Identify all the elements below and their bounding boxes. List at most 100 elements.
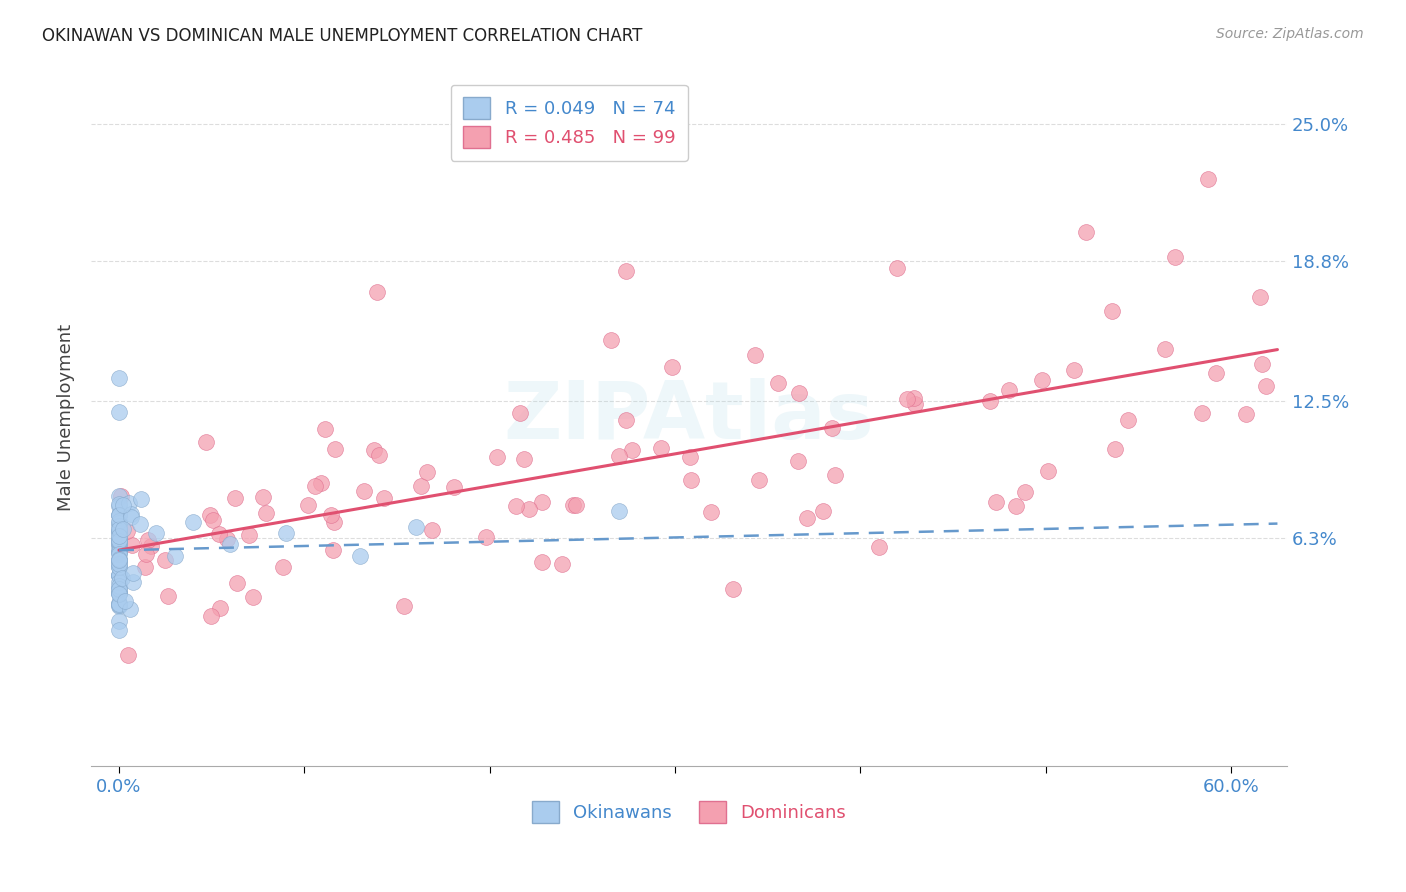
Point — [304, 479, 326, 493]
Point — [600, 333, 623, 347]
Point — [766, 376, 789, 391]
Point — [108, 560, 131, 574]
Point — [108, 522, 131, 536]
Point — [117, 648, 139, 663]
Point — [443, 480, 465, 494]
Point — [129, 516, 152, 531]
Point — [108, 553, 131, 567]
Legend: Okinawans, Dominicans: Okinawans, Dominicans — [520, 789, 858, 833]
Point — [509, 406, 531, 420]
Point — [821, 421, 844, 435]
Point — [744, 348, 766, 362]
Point — [108, 516, 131, 531]
Point — [108, 556, 131, 570]
Point — [108, 535, 131, 549]
Point — [226, 576, 249, 591]
Point — [1154, 342, 1177, 356]
Point — [108, 526, 131, 541]
Point — [108, 524, 131, 539]
Point — [1104, 442, 1126, 456]
Point — [108, 579, 131, 593]
Point — [323, 515, 346, 529]
Point — [1076, 225, 1098, 239]
Point — [609, 449, 631, 463]
Point — [787, 454, 810, 468]
Point — [153, 552, 176, 566]
Point — [309, 476, 332, 491]
Point — [108, 529, 131, 543]
Point — [217, 532, 239, 546]
Point — [108, 533, 131, 548]
Point — [108, 599, 131, 614]
Point — [108, 596, 131, 610]
Point — [108, 553, 131, 567]
Point — [108, 531, 131, 545]
Point — [118, 496, 141, 510]
Point — [156, 589, 179, 603]
Point — [208, 527, 231, 541]
Point — [904, 396, 927, 410]
Point — [108, 534, 131, 549]
Point — [108, 539, 131, 553]
Point — [108, 552, 131, 566]
Point — [108, 568, 131, 582]
Point — [120, 510, 142, 524]
Point — [252, 491, 274, 505]
Point — [271, 560, 294, 574]
Point — [986, 495, 1008, 509]
Point — [108, 497, 131, 511]
Point — [475, 530, 498, 544]
Point — [108, 585, 131, 599]
Point — [108, 524, 131, 538]
Point — [108, 560, 131, 574]
Point — [420, 524, 443, 538]
Point — [108, 508, 131, 522]
Point — [723, 582, 745, 596]
Point — [323, 442, 346, 457]
Point — [366, 285, 388, 299]
Point — [108, 624, 131, 638]
Point — [363, 443, 385, 458]
Point — [238, 527, 260, 541]
Point — [224, 491, 246, 505]
Point — [108, 582, 131, 597]
Point — [700, 506, 723, 520]
Point — [896, 392, 918, 407]
Point — [120, 507, 142, 521]
Point — [108, 597, 131, 611]
Point — [111, 522, 134, 536]
Point — [561, 498, 583, 512]
Point — [108, 405, 131, 419]
Point — [219, 537, 242, 551]
Point — [565, 498, 588, 512]
Point — [108, 552, 131, 566]
Point — [208, 600, 231, 615]
Point — [824, 467, 846, 482]
Point — [550, 557, 572, 571]
Point — [1249, 290, 1271, 304]
Point — [650, 442, 672, 456]
Point — [1004, 499, 1026, 513]
Text: OKINAWAN VS DOMINICAN MALE UNEMPLOYMENT CORRELATION CHART: OKINAWAN VS DOMINICAN MALE UNEMPLOYMENT … — [42, 27, 643, 45]
Point — [111, 570, 134, 584]
Point — [108, 581, 131, 595]
Point — [121, 575, 143, 590]
Point — [134, 560, 156, 574]
Point — [274, 526, 297, 541]
Point — [614, 264, 637, 278]
Point — [409, 479, 432, 493]
Point — [1063, 363, 1085, 377]
Point — [997, 383, 1019, 397]
Point — [195, 435, 218, 450]
Point — [108, 614, 131, 628]
Point — [349, 549, 371, 563]
Point — [108, 514, 131, 528]
Point — [373, 491, 395, 505]
Point — [1256, 378, 1278, 392]
Point — [163, 549, 186, 563]
Point — [1205, 366, 1227, 380]
Point — [121, 566, 143, 580]
Point — [1191, 406, 1213, 420]
Point — [108, 545, 131, 559]
Text: ZIPAtlas: ZIPAtlas — [503, 378, 875, 456]
